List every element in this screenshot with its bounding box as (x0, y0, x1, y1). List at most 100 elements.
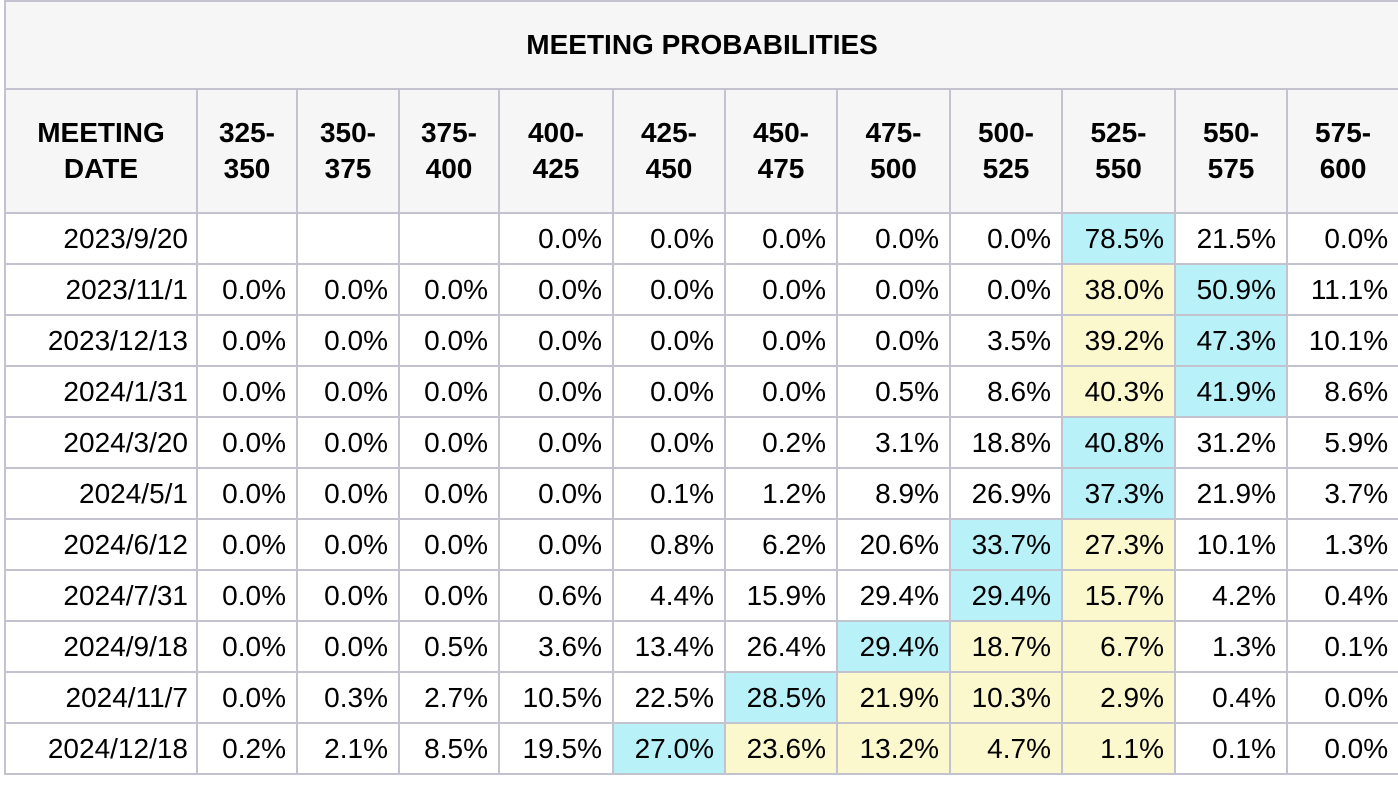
range-header-top: 450- (752, 117, 810, 148)
probability-cell: 0.0% (612, 314, 726, 367)
range-header-top: 350- (319, 117, 377, 148)
probability-cell: 18.8% (949, 416, 1063, 469)
probability-cell: 18.7% (949, 620, 1063, 673)
probability-cell: 0.0% (498, 416, 614, 469)
probability-cell: 0.0% (296, 263, 400, 316)
probability-cell: 0.0% (724, 365, 838, 418)
probability-cell: 21.9% (836, 671, 951, 724)
probability-cell: 33.7% (949, 518, 1063, 571)
meeting-date-cell: 2023/9/20 (4, 212, 198, 265)
probability-cell: 1.3% (1285, 518, 1398, 571)
probability-cell: 1.1% (1061, 722, 1176, 775)
probability-cell: 8.6% (1285, 365, 1398, 418)
probability-cell: 0.0% (196, 365, 298, 418)
range-header-400-425: 400- 425 (498, 88, 614, 214)
probability-cell: 0.0% (398, 416, 500, 469)
probability-cell: 0.2% (724, 416, 838, 469)
probability-cell: 8.6% (949, 365, 1063, 418)
probability-cell: 0.0% (836, 212, 951, 265)
range-header-top: 375- (420, 117, 478, 148)
range-header-bottom: 550 (1095, 153, 1142, 184)
probability-cell: 0.2% (196, 722, 298, 775)
range-header-top: 425- (640, 117, 698, 148)
probability-cell: 0.0% (498, 263, 614, 316)
table-row: 2023/12/13 0.0% 0.0% 0.0% 0.0% 0.0% 0.0% 0.0% 3.… (4, 314, 1398, 367)
probability-cell: 38.0% (1061, 263, 1176, 316)
table-row: 2024/11/7 0.0% 0.3% 2.7% 10.5% 22.5% 28.5% 21.9… (4, 671, 1398, 724)
probability-cell: 0.0% (196, 518, 298, 571)
range-header-550-575: 550- 575 (1174, 88, 1288, 214)
probability-cell: 0.0% (296, 620, 400, 673)
range-header-bottom: 525 (982, 153, 1030, 184)
meeting-probabilities-table: MEETING PROBABILITIES MEETING DATE 325- 3… (3, 0, 1398, 775)
range-header-top: 550- (1202, 117, 1260, 148)
range-header-bottom: 450 (645, 153, 693, 184)
probability-cell: 0.0% (724, 263, 838, 316)
probability-cell: 0.0% (398, 314, 500, 367)
title-row: MEETING PROBABILITIES (3, 0, 1398, 90)
range-header-bottom: 400 (425, 153, 473, 184)
probability-cell: 0.0% (498, 365, 614, 418)
meeting-date-header: MEETING DATE (4, 88, 198, 214)
table-title: MEETING PROBABILITIES (3, 0, 1398, 90)
range-header-425-450: 425- 450 (612, 88, 726, 214)
table-row: 2024/3/20 0.0% 0.0% 0.0% 0.0% 0.0% 0.2% 3.1% 18.… (4, 416, 1398, 469)
probability-cell: 0.0% (196, 467, 298, 520)
table-row: 2024/1/31 0.0% 0.0% 0.0% 0.0% 0.0% 0.0% 0.5% 8.6… (4, 365, 1398, 418)
probability-cell: 3.7% (1285, 467, 1398, 520)
probability-cell: 37.3% (1061, 467, 1176, 520)
probability-cell: 0.0% (949, 212, 1063, 265)
range-header-500-525: 500- 525 (949, 88, 1063, 214)
meeting-date-cell: 2024/9/18 (4, 620, 198, 673)
probability-cell: 0.0% (949, 263, 1063, 316)
meeting-date-cell: 2024/5/1 (4, 467, 198, 520)
meeting-date-cell: 2023/11/1 (4, 263, 198, 316)
probability-cell: 0.0% (612, 365, 726, 418)
meeting-date-header-line2: DATE (63, 153, 139, 184)
probability-cell: 0.0% (612, 416, 726, 469)
probability-cell: 0.0% (398, 569, 500, 622)
probability-cell: 6.7% (1061, 620, 1176, 673)
probability-cell: 26.4% (724, 620, 838, 673)
probability-cell: 0.0% (724, 212, 838, 265)
probability-cell: 40.8% (1061, 416, 1176, 469)
probability-cell: 0.0% (196, 569, 298, 622)
probability-cell: 0.0% (1285, 212, 1398, 265)
probability-cell: 0.0% (498, 314, 614, 367)
meeting-date-cell: 2023/12/13 (4, 314, 198, 367)
probability-cell: 3.1% (836, 416, 951, 469)
probability-cell: 0.0% (398, 365, 500, 418)
probability-cell: 0.0% (296, 416, 400, 469)
table-row: 2024/5/1 0.0% 0.0% 0.0% 0.0% 0.1% 1.2% 8.9% 26.9… (4, 467, 1398, 520)
probability-cell: 0.0% (296, 569, 400, 622)
probability-cell: 21.9% (1174, 467, 1288, 520)
probability-cell: 23.6% (724, 722, 838, 775)
probability-cell: 28.5% (724, 671, 838, 724)
range-header-bottom: 500 (870, 153, 917, 184)
probability-cell: 4.7% (949, 722, 1063, 775)
probability-cell: 0.0% (296, 467, 400, 520)
probability-cell: 8.9% (836, 467, 951, 520)
probability-cell: 29.4% (836, 569, 951, 622)
table-row: 2023/11/1 0.0% 0.0% 0.0% 0.0% 0.0% 0.0% 0.0% 0.0… (4, 263, 1398, 316)
probability-cell: 15.9% (724, 569, 838, 622)
range-header-top: 525- (1090, 117, 1147, 148)
table-row: 2024/7/31 0.0% 0.0% 0.0% 0.6% 4.4% 15.9% 29.4% 2… (4, 569, 1398, 622)
probability-cell: 6.2% (724, 518, 838, 571)
meeting-date-header-line1: MEETING (37, 117, 165, 148)
probability-cell: 1.2% (724, 467, 838, 520)
meeting-date-cell: 2024/1/31 (4, 365, 198, 418)
table-row: 2024/12/18 0.2% 2.1% 8.5% 19.5% 27.0% 23.6% 13.… (4, 722, 1398, 775)
table-body: 2023/9/20 0.0% 0.0% 0.0% 0.0% 0.0% 78.5% 21.5% 0… (4, 212, 1398, 775)
probability-cell: 0.0% (1285, 722, 1398, 775)
probability-cell: 78.5% (1061, 212, 1176, 265)
range-header-325-350: 325- 350 (196, 88, 298, 214)
probability-cell: 29.4% (836, 620, 951, 673)
probability-cell: 0.0% (398, 518, 500, 571)
probability-cell: 0.0% (196, 620, 298, 673)
probability-cell: 0.4% (1285, 569, 1398, 622)
probability-cell: 19.5% (498, 722, 614, 775)
probability-cell: 4.2% (1174, 569, 1288, 622)
probability-cell: 5.9% (1285, 416, 1398, 469)
range-header-450-475: 450- 475 (724, 88, 838, 214)
